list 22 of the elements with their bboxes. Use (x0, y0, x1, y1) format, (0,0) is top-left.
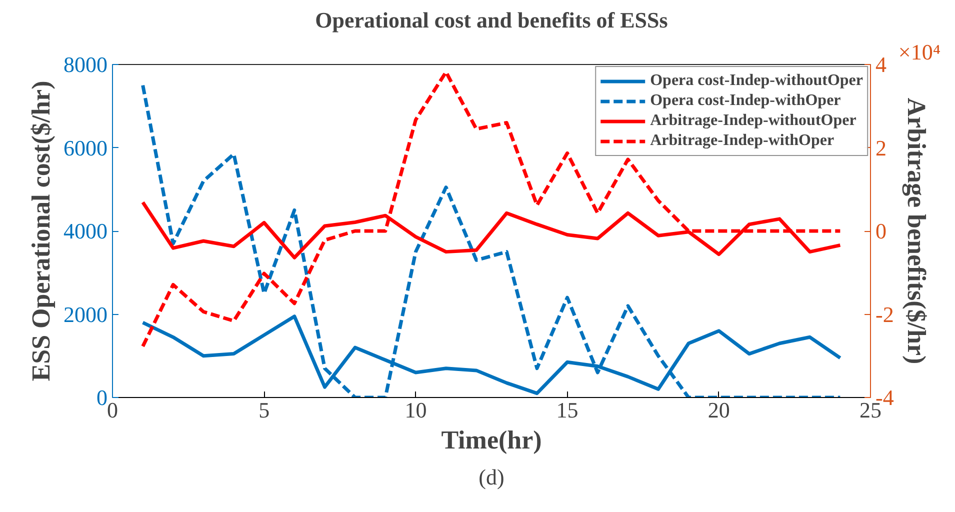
y-tick-label: 2000 (64, 302, 108, 327)
y-axis-title: ESS Operational cost($/hr) (26, 80, 56, 382)
y2-tick-label: 4 (876, 52, 886, 77)
y2-tick-label: -2 (876, 302, 894, 327)
x-tick-label: 20 (708, 398, 730, 422)
x-tick-label: 10 (404, 398, 427, 422)
text: (d) (478, 464, 504, 490)
chart-title: Operational cost and benefits of ESSs (315, 8, 668, 32)
legend-label: Opera cost-Indep-withOper (650, 92, 841, 110)
x-tick-label: 15 (556, 398, 578, 422)
y2-tick-label: 2 (876, 135, 886, 160)
x-axis-title: Time(hr) (441, 426, 542, 454)
y-tick-label: 6000 (64, 135, 108, 160)
legend-label: Arbitrage-Indep-withOper (650, 132, 834, 150)
y2-tick-label: 0 (876, 218, 886, 244)
x-tick-label: 5 (258, 398, 270, 422)
y-tick-label: 8000 (64, 52, 108, 77)
y-tick-label: 4000 (64, 218, 108, 244)
y2-axis-title: Arbitrage benefits($/hr) (902, 98, 931, 364)
legend-label: Arbitrage-Indep-withoutOper (650, 112, 856, 130)
legend-label: Opera cost-Indep-withoutOper (650, 72, 863, 90)
text: ×10⁴ (898, 40, 941, 64)
